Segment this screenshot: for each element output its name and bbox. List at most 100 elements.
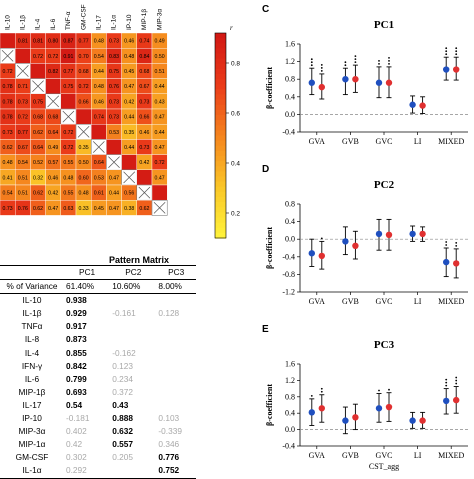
- heatmap-cell-value: 0.91: [63, 54, 73, 60]
- colorbar-segment: [215, 212, 226, 219]
- heatmap-cell: [106, 139, 122, 155]
- heatmap-cell-value: 0.77: [63, 69, 73, 75]
- heatmap-cell-value: 0.47: [48, 206, 58, 212]
- coefficient-point: [409, 417, 416, 424]
- significance-dot: [310, 64, 313, 67]
- pattern-row-label: MIP-1α: [18, 439, 46, 450]
- pattern-matrix-row: TNFα 0.917: [0, 320, 196, 333]
- pattern-matrix: Pattern Matrix PC1 PC2 PC3 % of Variance…: [0, 255, 200, 479]
- heatmap-cell-value: 0.76: [18, 206, 28, 212]
- heatmap-cell-value: 0.56: [124, 191, 134, 197]
- variance-label: % of Variance: [0, 279, 64, 295]
- significance-dot: [310, 61, 313, 64]
- heatmap-cell-value: 0.72: [33, 54, 43, 60]
- heatmap-cell-value: 0.84: [139, 54, 149, 60]
- significance-dot: [388, 62, 390, 65]
- heatmap-cell-value: 0.52: [33, 160, 43, 166]
- y-tick-label: 1.6: [285, 40, 295, 49]
- pattern-loading-value: 0.888: [112, 413, 133, 424]
- pattern-matrix-row: MIP-3α 0.402 0.632 -0.339: [0, 425, 196, 438]
- heatmap-cell-value: 0.33: [79, 206, 89, 212]
- heatmap-cell-value: 0.73: [109, 115, 119, 121]
- heatmap-cell-value: 0.62: [33, 130, 43, 136]
- significance-dot: [388, 59, 390, 62]
- x-tick-label: GVA: [309, 451, 326, 460]
- pattern-loading-value: 0.917: [66, 321, 87, 332]
- panel-letter: C: [262, 4, 269, 15]
- y-axis-label: β-coefficient: [265, 67, 274, 109]
- significance-dot: [445, 53, 448, 56]
- heatmap-cell-value: 0.74: [94, 115, 104, 121]
- pattern-loading-value: [110, 333, 156, 346]
- pattern-row-label: IL-4: [24, 347, 40, 358]
- colorbar-segment: [215, 135, 226, 142]
- coefficient-point: [453, 260, 460, 267]
- pattern-loading-value: [156, 320, 196, 333]
- panel-letter: D: [262, 164, 269, 175]
- significance-dot: [455, 244, 458, 247]
- heatmap-diagonal-cross: [123, 171, 136, 184]
- heatmap-cell-value: 0.75: [63, 84, 73, 90]
- heatmap-cell-value: 0.80: [48, 39, 58, 45]
- pattern-loading-value: [156, 399, 196, 412]
- heatmap-cell-value: 0.44: [124, 115, 134, 121]
- pattern-loading-value: 0.693: [66, 386, 87, 397]
- heatmap-cell-value: 0.62: [3, 145, 13, 151]
- pattern-matrix-row: IL-1β 0.929 -0.161 0.128: [0, 307, 196, 320]
- pattern-loading-value: 0.776: [158, 452, 180, 463]
- pattern-loading-value: [110, 464, 157, 479]
- y-tick-label: 0.4: [285, 409, 295, 418]
- pattern-row-label: IL-1α: [0, 464, 64, 479]
- heatmap-cell: [0, 32, 16, 49]
- x-tick-label: GVA: [309, 137, 326, 146]
- pattern-loading-value: 0.234: [112, 373, 133, 384]
- heatmap-cell-value: 0.47: [109, 206, 119, 212]
- coefficient-point: [419, 417, 426, 424]
- significance-dot: [455, 50, 458, 53]
- x-tick-label: MIXED: [438, 297, 464, 306]
- y-tick-label: 0.8: [285, 75, 295, 84]
- pattern-row-label: MIP-3α: [18, 426, 46, 437]
- pattern-matrix-row: IL-4 0.855 -0.162: [0, 347, 196, 360]
- heatmap-diagonal-cross: [62, 110, 75, 123]
- heatmap-cell: [121, 154, 137, 171]
- heatmap-diagonal-cross: [16, 65, 29, 77]
- pattern-loading-value: 0.752: [156, 464, 196, 479]
- heatmap-cell-value: 0.78: [3, 84, 13, 90]
- pattern-row-label: IL-1β: [22, 308, 42, 319]
- heatmap-cell-value: 0.72: [63, 130, 73, 136]
- coefficient-point: [419, 230, 426, 238]
- significance-dot: [320, 237, 323, 240]
- heatmap-cell-value: 0.48: [94, 84, 104, 90]
- significance-dot: [354, 58, 357, 61]
- heatmap-cell-value: 0.50: [79, 160, 89, 166]
- y-axis-label: β-coefficient: [265, 227, 274, 269]
- significance-dot: [445, 47, 448, 50]
- heatmap-cell-value: 0.73: [139, 145, 149, 151]
- heatmap-cell-value: 0.78: [3, 99, 13, 105]
- pattern-row-label: IL-10: [22, 295, 42, 306]
- coefficient-point: [375, 230, 383, 238]
- coefficient-point: [453, 66, 460, 73]
- heatmap-column-label: IL-1α: [111, 15, 118, 30]
- y-axis-label: β-coefficient: [265, 384, 274, 426]
- header-pc2: PC2: [110, 264, 157, 281]
- heatmap-cell-value: 0.87: [63, 39, 73, 45]
- colorbar-segment: [215, 207, 226, 213]
- y-tick-label: -1.2: [282, 288, 295, 297]
- colorbar-segment: [215, 156, 226, 162]
- y-tick-label: 0.0: [285, 235, 295, 244]
- variance-pc1: 61.40%: [64, 279, 111, 295]
- pattern-loading-value: 0.54: [66, 399, 83, 410]
- heatmap-cell-value: 0.67: [139, 84, 149, 90]
- heatmap-cell-value: 0.76: [109, 84, 119, 90]
- pattern-loading-value: -0.181: [66, 413, 90, 424]
- significance-dot: [388, 388, 390, 391]
- heatmap-cell-value: 0.75: [109, 69, 119, 75]
- colorbar-segment: [215, 232, 226, 239]
- heatmap-cell-value: 0.68: [139, 69, 149, 75]
- heatmap-cell-value: 0.74: [139, 39, 149, 45]
- y-tick-label: 0.0: [285, 425, 295, 434]
- x-tick-label: GVC: [376, 297, 393, 306]
- heatmap-cell-value: 0.70: [79, 54, 89, 60]
